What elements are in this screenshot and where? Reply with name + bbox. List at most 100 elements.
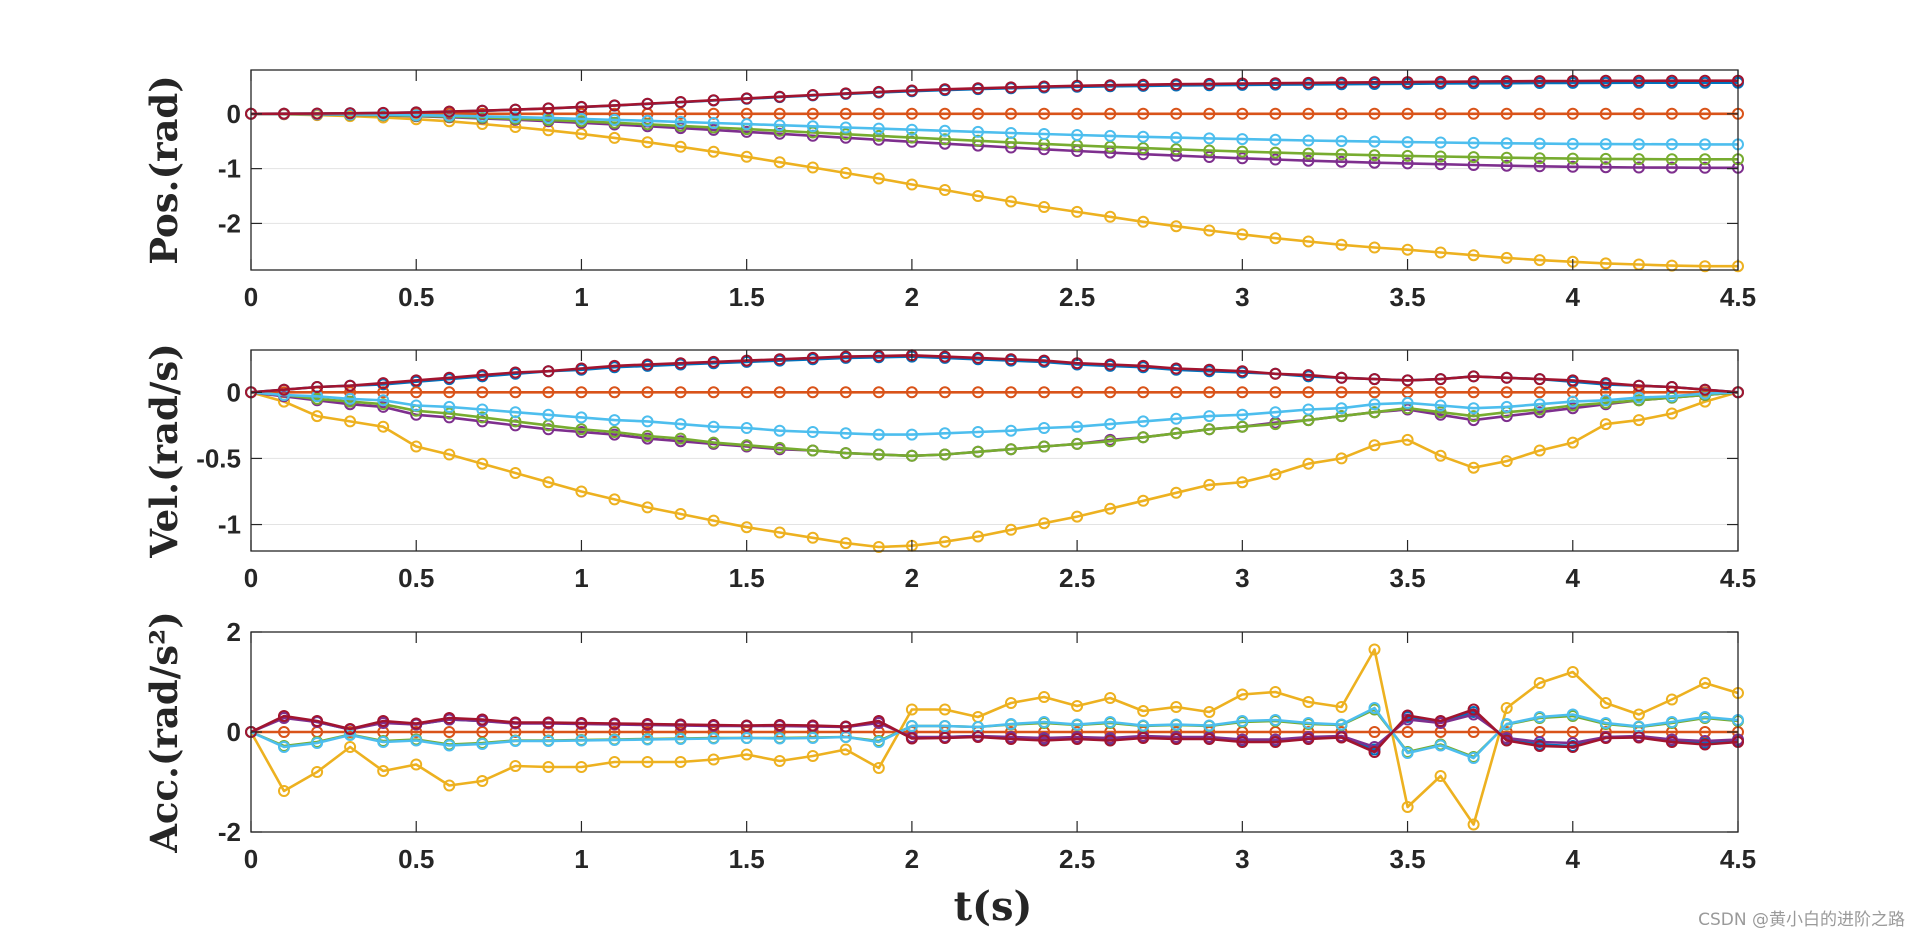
vel-data-point: [542, 408, 555, 421]
vel-data-point: [1599, 418, 1612, 431]
pos-data-point: [972, 82, 984, 95]
pos-data-point: [575, 100, 588, 113]
vel-data-point: [1434, 386, 1447, 399]
acc-data-point: [1467, 726, 1480, 738]
acc-data-point: [1038, 691, 1051, 703]
acc-data-point: [1071, 700, 1084, 712]
vel-data-point: [575, 411, 588, 424]
vel-data-point: [905, 386, 918, 399]
acc-data-point: [1071, 718, 1084, 731]
acc-data-point: [1302, 717, 1315, 729]
vel-data-point: [311, 410, 324, 423]
pos-data-point: [1335, 148, 1348, 161]
pos-data-point: [1038, 80, 1051, 93]
pos-data-point: [1434, 158, 1447, 171]
pos-data-point: [1665, 107, 1678, 120]
vel-data-point: [1104, 358, 1117, 371]
pos-data-point: [872, 85, 885, 98]
vel-data-point: [641, 430, 654, 442]
pos-data-point: [1467, 249, 1480, 262]
vel-data-point: [1368, 373, 1381, 386]
pos-data-point: [1137, 78, 1150, 91]
pos-xtick-label: 0: [244, 282, 258, 312]
vel-data-point: [1104, 418, 1117, 431]
acc-data-point: [575, 717, 588, 729]
vel-data-point: [1203, 423, 1216, 436]
acc-data-point: [1335, 701, 1348, 713]
vel-data-point: [806, 386, 819, 399]
pos-axes-box: [250, 69, 1739, 271]
acc-data-point: [1467, 818, 1480, 831]
acc-data-point: [1401, 801, 1414, 813]
acc-data-point: [278, 726, 290, 738]
vel-data-point: [1269, 386, 1282, 399]
acc-data-point: [1368, 643, 1381, 656]
vel-data-point: [1467, 370, 1480, 383]
vel-data-point: [476, 386, 489, 399]
pos-series-line: [250, 112, 1738, 268]
vel-data-point: [740, 386, 753, 399]
acc-data-point: [1699, 735, 1711, 747]
pos-data-point: [641, 97, 654, 110]
pos-data-point: [1302, 134, 1315, 147]
pos-data-point: [1434, 150, 1447, 163]
acc-data-point: [1302, 696, 1315, 708]
vel-data-point: [1566, 436, 1579, 449]
vel-data-point: [707, 514, 720, 527]
pos-data-point: [476, 104, 489, 117]
vel-data-point: [1566, 374, 1579, 387]
acc-data-point: [938, 703, 951, 716]
vel-data-point: [575, 485, 588, 498]
pos-data-point: [1269, 77, 1282, 90]
acc-data-point: [674, 733, 687, 745]
pos-data-point: [740, 118, 753, 131]
acc-ytick-label: -2: [218, 817, 241, 847]
acc-data-point: [608, 717, 621, 730]
acc-data-point: [1170, 718, 1183, 731]
acc-data-point: [509, 735, 522, 747]
vel-data-point: [344, 379, 357, 392]
vel-data-point: [1005, 353, 1017, 366]
pos-data-point: [608, 99, 621, 112]
vel-data-point: [1038, 386, 1051, 399]
pos-data-point: [938, 124, 951, 137]
vel-data-point: [608, 414, 621, 427]
pos-data-point: [674, 115, 687, 128]
pos-data-point: [1533, 160, 1546, 173]
vel-data-point: [608, 493, 621, 506]
vel-data-point: [1170, 427, 1183, 440]
pos-data-point: [872, 107, 885, 120]
acc-series-6: [245, 703, 1744, 758]
pos-data-point: [1104, 210, 1117, 223]
vel-data-point: [1038, 517, 1051, 530]
acc-data-point: [278, 710, 290, 722]
acc-data-point: [1038, 716, 1051, 728]
vel-series-line: [250, 391, 1739, 458]
acc-data-point: [476, 713, 489, 726]
acc-data-point: [806, 750, 819, 762]
vel-xtick-label: 3: [1235, 563, 1249, 593]
acc-data-point: [1236, 688, 1249, 701]
vel-data-point: [1632, 391, 1645, 404]
pos-data-point: [443, 105, 456, 118]
acc-data-point: [542, 735, 555, 747]
vel-axes-box: [250, 349, 1739, 552]
vel-data-point: [1434, 399, 1447, 412]
vel-data-point: [1368, 386, 1381, 399]
vel-data-point: [1533, 398, 1546, 411]
vel-data-point: [1467, 461, 1480, 474]
pos-data-point: [1566, 160, 1579, 173]
vel-data-point: [476, 457, 489, 470]
vel-data-point: [278, 383, 290, 396]
vel-data-point: [443, 407, 456, 420]
acc-series-line: [249, 648, 1739, 826]
acc-data-point: [674, 756, 687, 768]
pos-data-point: [509, 103, 522, 116]
vel-data-point: [1137, 431, 1150, 444]
pos-data-point: [872, 172, 885, 185]
vel-series-5: [245, 386, 1744, 441]
acc-data-point: [1236, 736, 1249, 748]
pos-data-point: [509, 111, 522, 124]
